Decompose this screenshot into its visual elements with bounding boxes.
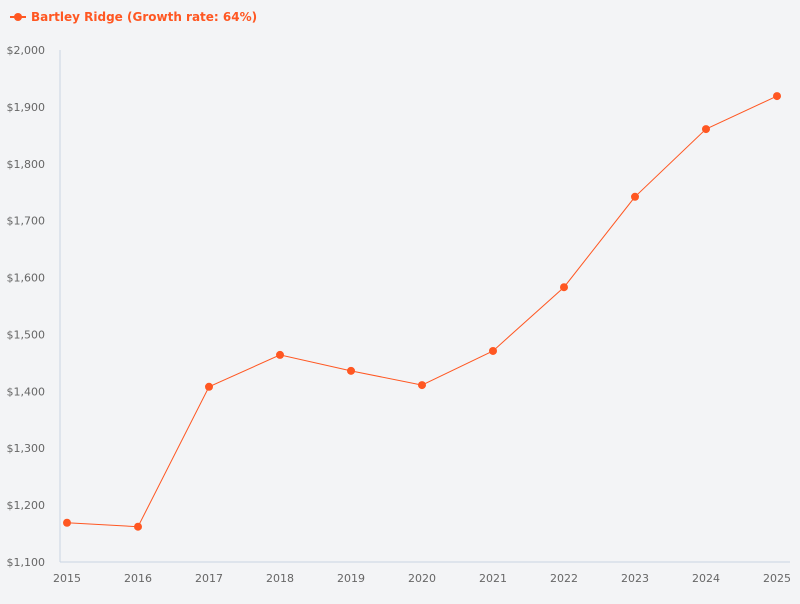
y-tick-label: $1,900	[7, 101, 46, 114]
data-point	[276, 350, 284, 359]
y-tick-label: $1,100	[7, 556, 46, 569]
data-point	[702, 125, 710, 134]
y-tick-label: $1,500	[7, 328, 46, 341]
y-tick-label: $1,800	[7, 158, 46, 171]
x-tick-label: 2016	[124, 572, 152, 585]
x-tick-label: 2017	[195, 572, 223, 585]
x-tick-label: 2019	[337, 572, 365, 585]
data-point	[347, 366, 355, 375]
data-point	[134, 522, 142, 531]
series-line	[66, 95, 778, 528]
x-tick-label: 2018	[266, 572, 294, 585]
data-point	[418, 381, 426, 390]
data-point	[63, 518, 71, 527]
y-tick-label: $1,700	[7, 215, 46, 228]
x-tick-label: 2023	[621, 572, 649, 585]
x-tick-label: 2021	[479, 572, 507, 585]
data-point	[631, 192, 639, 201]
x-tick-label: 2025	[763, 572, 791, 585]
data-point	[489, 346, 497, 355]
y-tick-label: $1,600	[7, 272, 46, 285]
legend-label: Bartley Ridge (Growth rate: 64%)	[31, 10, 257, 24]
x-tick-label: 2022	[550, 572, 578, 585]
x-tick-label: 2024	[692, 572, 720, 585]
x-tick-label: 2015	[53, 572, 81, 585]
data-point	[560, 283, 568, 292]
x-tick-label: 2020	[408, 572, 436, 585]
data-point	[205, 382, 213, 391]
y-tick-label: $2,000	[7, 44, 46, 57]
y-tick-label: $1,200	[7, 499, 46, 512]
legend-marker-icon	[14, 13, 22, 21]
y-tick-label: $1,300	[7, 442, 46, 455]
y-tick-label: $1,400	[7, 385, 46, 398]
data-point	[773, 92, 781, 101]
